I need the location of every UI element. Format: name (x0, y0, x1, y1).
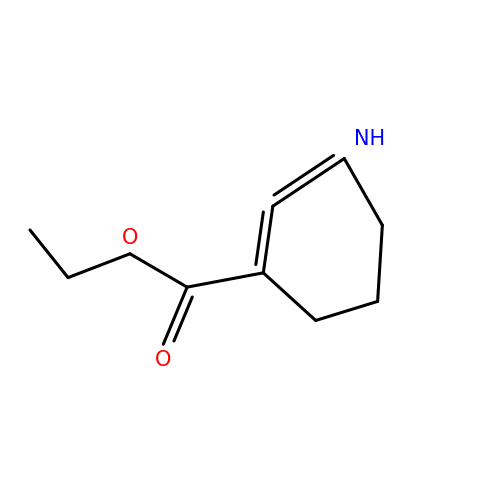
Text: O: O (155, 350, 171, 370)
Text: NH: NH (354, 129, 385, 149)
Text: O: O (122, 228, 138, 248)
